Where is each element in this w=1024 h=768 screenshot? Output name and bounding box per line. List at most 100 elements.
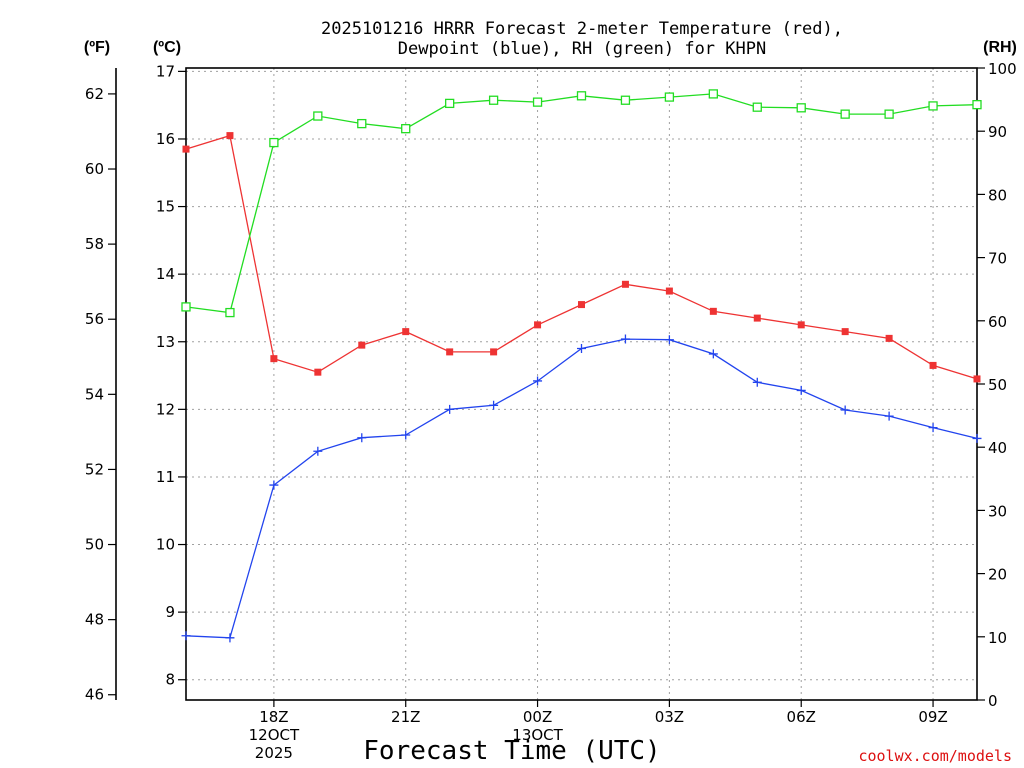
fahrenheit-tick-label: 58: [85, 235, 104, 253]
fahrenheit-tick-label: 48: [85, 611, 104, 629]
fahrenheit-tick-label: 46: [85, 686, 104, 704]
temperature-point: [182, 145, 190, 153]
axis-ticks: 8 9 10 11 12 13 14 15 16 17 46 48 50 52 54 56 58 60 62 0 10 2…: [85, 60, 1017, 762]
x-tick-sublabel: 2025: [255, 744, 293, 762]
rh-point: [928, 101, 938, 111]
dewpoint-point: [928, 423, 938, 433]
temperature-point: [665, 287, 673, 295]
rh-tick-label: 40: [988, 439, 1007, 457]
temperature-point: [402, 328, 410, 336]
rh-point: [488, 95, 499, 105]
dewpoint-point: [577, 344, 586, 354]
dewpoint-point: [357, 433, 367, 443]
celsius-tick-label: 17: [156, 62, 175, 80]
temperature-point: [797, 321, 805, 329]
rh-tick-label: 30: [988, 502, 1007, 520]
dewpoint-point: [181, 631, 191, 641]
x-tick-label: 09Z: [918, 708, 947, 726]
dewpoint-point: [401, 430, 411, 440]
temperature-point: [446, 348, 454, 356]
rh-point: [313, 111, 323, 121]
rh-point: [357, 118, 367, 129]
rh-tick-label: 0: [988, 692, 998, 710]
dewpoint-point: [972, 433, 982, 443]
x-axis-label: Forecast Time (UTC): [363, 736, 660, 766]
celsius-tick-label: 15: [156, 198, 175, 216]
celsius-tick-label: 12: [156, 400, 175, 418]
rh-point: [401, 124, 411, 134]
rh-line: [185, 93, 978, 314]
temperature-point: [973, 375, 981, 383]
rh-tick-label: 80: [988, 186, 1007, 204]
rh-point: [972, 100, 982, 110]
rh-point: [445, 98, 455, 109]
dewpoint-point: [664, 335, 674, 345]
celsius-tick-label: 10: [156, 536, 175, 554]
rh-tick-label: 60: [988, 313, 1007, 331]
x-tick-label: 18Z: [259, 708, 288, 726]
plot-frame: [185, 67, 978, 701]
rh-point: [620, 95, 631, 105]
fahrenheit-tick-label: 54: [85, 385, 104, 403]
dewpoint-point: [269, 480, 279, 490]
temperature-point: [534, 321, 542, 329]
temperature-point: [578, 301, 585, 309]
rh-tick-label: 20: [988, 566, 1007, 584]
credit-text: coolwx.com/models: [858, 747, 1012, 765]
celsius-tick-label: 13: [156, 333, 175, 351]
rh-point: [532, 97, 543, 107]
rh-point: [181, 302, 191, 312]
fahrenheit-tick-label: 60: [85, 160, 104, 178]
fahrenheit-tick-label: 56: [85, 310, 104, 328]
temperature-point: [314, 368, 322, 376]
x-tick-label: 21Z: [391, 708, 420, 726]
dewpoint-point: [620, 334, 630, 344]
dewpoint-point: [225, 633, 235, 643]
x-tick-sublabel: 12OCT: [249, 726, 300, 744]
rh-tick-label: 10: [988, 629, 1007, 647]
dewpoint-point: [840, 405, 850, 415]
fahrenheit-tick-label: 50: [85, 536, 104, 554]
x-tick-label: 00Z: [523, 708, 552, 726]
temperature-point: [841, 328, 849, 336]
fahrenheit-tick-label: 52: [85, 460, 104, 478]
rh-point: [576, 91, 587, 101]
rh-tick-label: 50: [988, 376, 1007, 394]
fahrenheit-unit-label: (ºF): [84, 39, 110, 56]
x-tick-label: 03Z: [655, 708, 684, 726]
rh-tick-label: 70: [988, 250, 1007, 268]
chart-title-line1: 2025101216 HRRR Forecast 2-meter Tempera…: [321, 19, 843, 39]
temperature-point: [270, 355, 278, 363]
grid-lines: [186, 68, 977, 700]
dewpoint-point: [796, 385, 806, 395]
celsius-tick-label: 14: [156, 265, 175, 283]
rh-point: [796, 103, 806, 113]
x-tick-label: 06Z: [787, 708, 816, 726]
rh-point: [884, 109, 894, 119]
temperature-point: [621, 280, 629, 288]
temperature-point: [490, 348, 498, 356]
celsius-tick-label: 9: [165, 603, 175, 621]
temperature-line: [185, 134, 978, 380]
rh-point: [225, 307, 235, 318]
dewpoint-point: [708, 349, 718, 359]
celsius-tick-label: 16: [156, 130, 175, 148]
celsius-tick-label: 8: [165, 671, 175, 689]
dewpoint-point: [884, 411, 894, 421]
temperature-point: [929, 361, 937, 369]
dewpoint-point: [445, 404, 455, 414]
temperature-point: [358, 341, 366, 349]
rh-point: [664, 92, 675, 102]
data-series: [181, 89, 982, 643]
x-tick-sublabel: 13OCT: [512, 726, 563, 744]
dewpoint-line: [185, 338, 978, 639]
temperature-point: [885, 334, 893, 342]
celsius-unit-label: (ºC): [153, 39, 181, 56]
rh-point: [708, 89, 718, 99]
fahrenheit-tick-label: 62: [85, 85, 104, 103]
rh-point: [840, 109, 850, 119]
rh-unit-label: (RH): [983, 39, 1017, 56]
dewpoint-point: [752, 377, 762, 387]
temperature-point: [226, 132, 234, 140]
